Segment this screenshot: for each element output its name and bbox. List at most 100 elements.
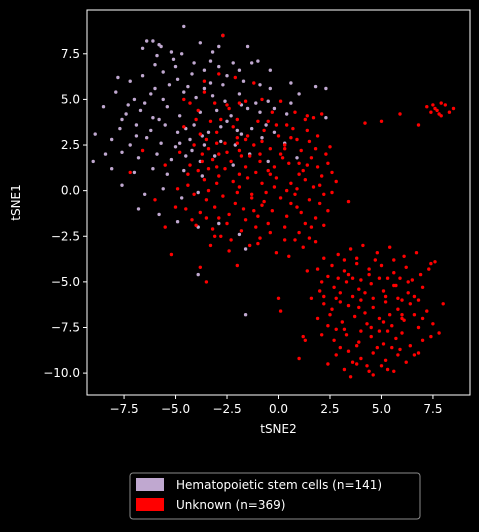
scatter-point: [266, 99, 270, 103]
scatter-point: [178, 150, 182, 154]
scatter-point: [110, 167, 114, 171]
scatter-point: [297, 92, 301, 96]
scatter-point: [245, 134, 250, 138]
scatter-point: [355, 261, 359, 266]
scatter-point: [268, 86, 272, 91]
scatter-point: [377, 276, 382, 280]
scatter-point: [132, 97, 137, 102]
scatter-point: [192, 192, 196, 196]
scatter-point: [196, 272, 200, 277]
scatter-point: [293, 238, 297, 242]
scatter-point: [256, 59, 260, 63]
scatter-point: [332, 285, 336, 289]
scatter-point: [155, 152, 159, 156]
scatter-point: [303, 117, 307, 122]
scatter-point: [346, 272, 351, 277]
scatter-point: [260, 136, 264, 140]
scatter-point: [151, 167, 155, 171]
scatter-point: [252, 81, 256, 85]
scatter-point: [182, 125, 186, 129]
scatter-point: [398, 347, 402, 352]
scatter-point: [388, 313, 392, 317]
scatter-point: [235, 117, 239, 122]
scatter-point: [215, 165, 219, 169]
scatter-point: [258, 152, 262, 156]
scatter-point: [420, 316, 425, 321]
scatter-point: [276, 296, 281, 300]
scatter-point: [326, 209, 330, 213]
scatter-point: [383, 294, 388, 299]
scatter-point: [188, 101, 192, 105]
scatter-point: [116, 75, 120, 80]
scatter-point: [313, 147, 318, 151]
scatter-point: [178, 141, 182, 145]
scatter-point: [359, 278, 363, 282]
scatter-point: [313, 216, 318, 220]
scatter-point: [346, 349, 351, 353]
scatter-point: [390, 324, 394, 328]
scatter-point: [357, 340, 361, 344]
scatter-point: [381, 289, 386, 293]
scatter-point: [322, 302, 326, 306]
scatter-point: [200, 152, 204, 156]
scatter-point: [305, 163, 309, 167]
scatter-point: [326, 324, 330, 328]
scatter-point: [233, 201, 237, 206]
scatter-point: [359, 329, 363, 333]
scatter-point: [394, 336, 398, 341]
scatter-point: [383, 358, 388, 362]
scatter-point: [215, 181, 219, 185]
scatter-point: [153, 86, 157, 91]
scatter-point: [293, 192, 297, 196]
y-tick-label: 2.5: [61, 138, 80, 152]
scatter-point: [210, 50, 215, 54]
scatter-point: [272, 185, 277, 189]
scatter-point: [420, 285, 425, 289]
y-tick-label: 7.5: [61, 47, 80, 61]
scatter-point: [412, 353, 417, 357]
scatter-point: [262, 199, 266, 204]
scatter-point: [398, 276, 402, 280]
scatter-point: [336, 276, 340, 280]
scatter-point: [233, 75, 237, 80]
y-tick-label: −10.0: [43, 366, 80, 380]
scatter-point: [353, 314, 357, 319]
scatter-point: [280, 156, 285, 160]
scatter-point: [219, 125, 223, 129]
scatter-point: [320, 174, 324, 178]
scatter-point: [388, 245, 392, 249]
scatter-point: [225, 119, 229, 124]
scatter-point: [328, 145, 332, 149]
scatter-point: [334, 353, 338, 357]
scatter-point: [416, 325, 421, 330]
scatter-point: [400, 316, 404, 321]
scatter-point: [196, 190, 200, 195]
scatter-point: [320, 333, 324, 337]
scatter-point: [301, 168, 305, 173]
x-tick-label: 0.0: [269, 402, 288, 416]
scatter-point: [274, 176, 279, 180]
scatter-point: [252, 143, 256, 147]
scatter-point: [223, 99, 227, 103]
scatter-point: [307, 198, 312, 202]
scatter-point: [227, 106, 231, 111]
scatter-point: [145, 136, 149, 140]
scatter-point: [408, 344, 412, 348]
scatter-point: [359, 356, 363, 361]
scatter-point: [239, 154, 244, 158]
scatter-point: [208, 243, 213, 248]
scatter-point: [305, 269, 309, 273]
scatter-point: [208, 81, 213, 85]
scatter-point: [322, 294, 326, 299]
x-tick-label: −7.5: [109, 402, 138, 416]
scatter-point: [200, 174, 204, 178]
scatter-point: [412, 313, 417, 317]
scatter-point: [192, 143, 196, 147]
scatter-point: [311, 116, 316, 120]
scatter-point: [365, 322, 369, 326]
scatter-point: [322, 192, 326, 196]
scatter-point: [178, 114, 182, 118]
scatter-point: [402, 254, 406, 258]
